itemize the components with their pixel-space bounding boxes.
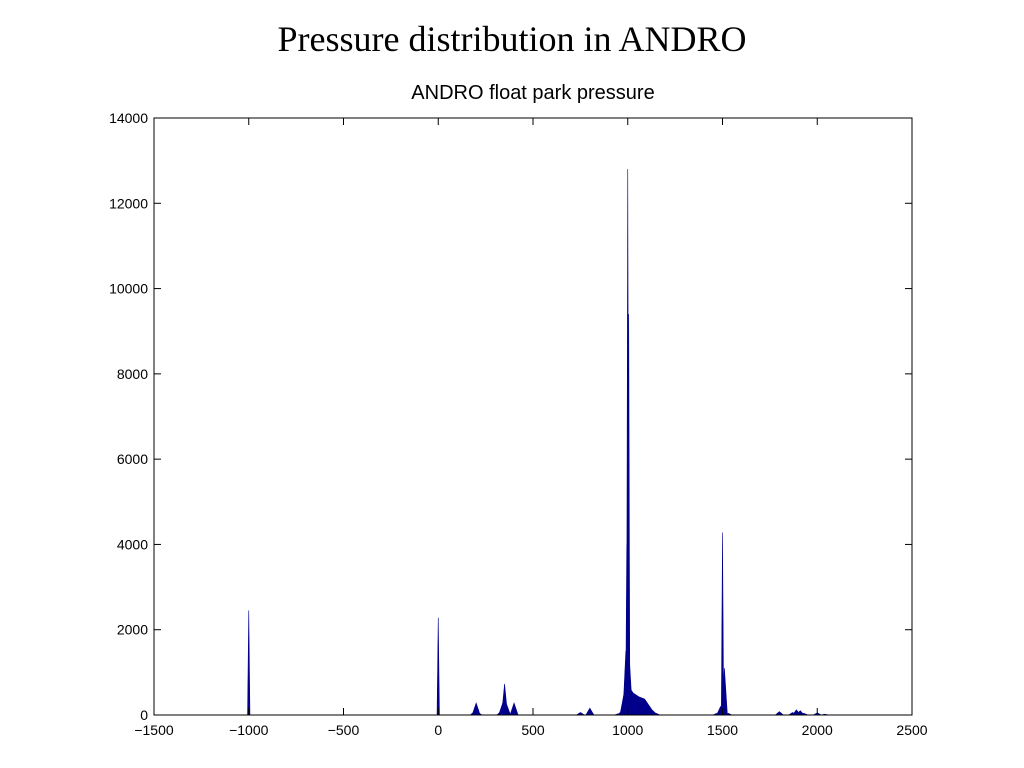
- y-tick-label: 12000: [109, 195, 148, 211]
- chart-title: ANDRO float park pressure: [411, 82, 655, 104]
- y-tick-label: 4000: [117, 536, 148, 552]
- x-tick-label: 2000: [802, 722, 833, 738]
- y-tick-label: 2000: [117, 622, 148, 638]
- axes-frame: [153, 117, 913, 716]
- chart-marks: [154, 169, 912, 716]
- y-tick-label: 6000: [117, 451, 148, 467]
- x-tick-label: 1000: [612, 722, 643, 738]
- slide-title: Pressure distribution in ANDRO: [277, 19, 747, 59]
- x-tick-label: 2500: [896, 722, 927, 738]
- x-tick-label: −500: [328, 722, 360, 738]
- main-peak-body: [622, 676, 659, 715]
- data-spike: [436, 617, 440, 716]
- data-spike: [774, 711, 785, 716]
- x-tick-label: −1000: [229, 722, 269, 738]
- x-tick-label: −1500: [134, 722, 174, 738]
- x-tick-label: 0: [434, 722, 442, 738]
- y-tick-label: 10000: [109, 281, 148, 297]
- chart-ticks: −1500 −1000 −500 0 500 1000 1500 2000 2500 0 2000 4…: [109, 110, 928, 738]
- data-spike: [247, 610, 251, 716]
- x-tick-label: 1500: [707, 722, 738, 738]
- data-spike: [585, 707, 595, 716]
- y-tick-label: 14000: [109, 110, 148, 126]
- x-tick-label: 500: [521, 722, 545, 738]
- y-tick-label: 8000: [117, 366, 148, 382]
- y-tick-label: 0: [140, 707, 148, 723]
- data-spike: [509, 702, 519, 716]
